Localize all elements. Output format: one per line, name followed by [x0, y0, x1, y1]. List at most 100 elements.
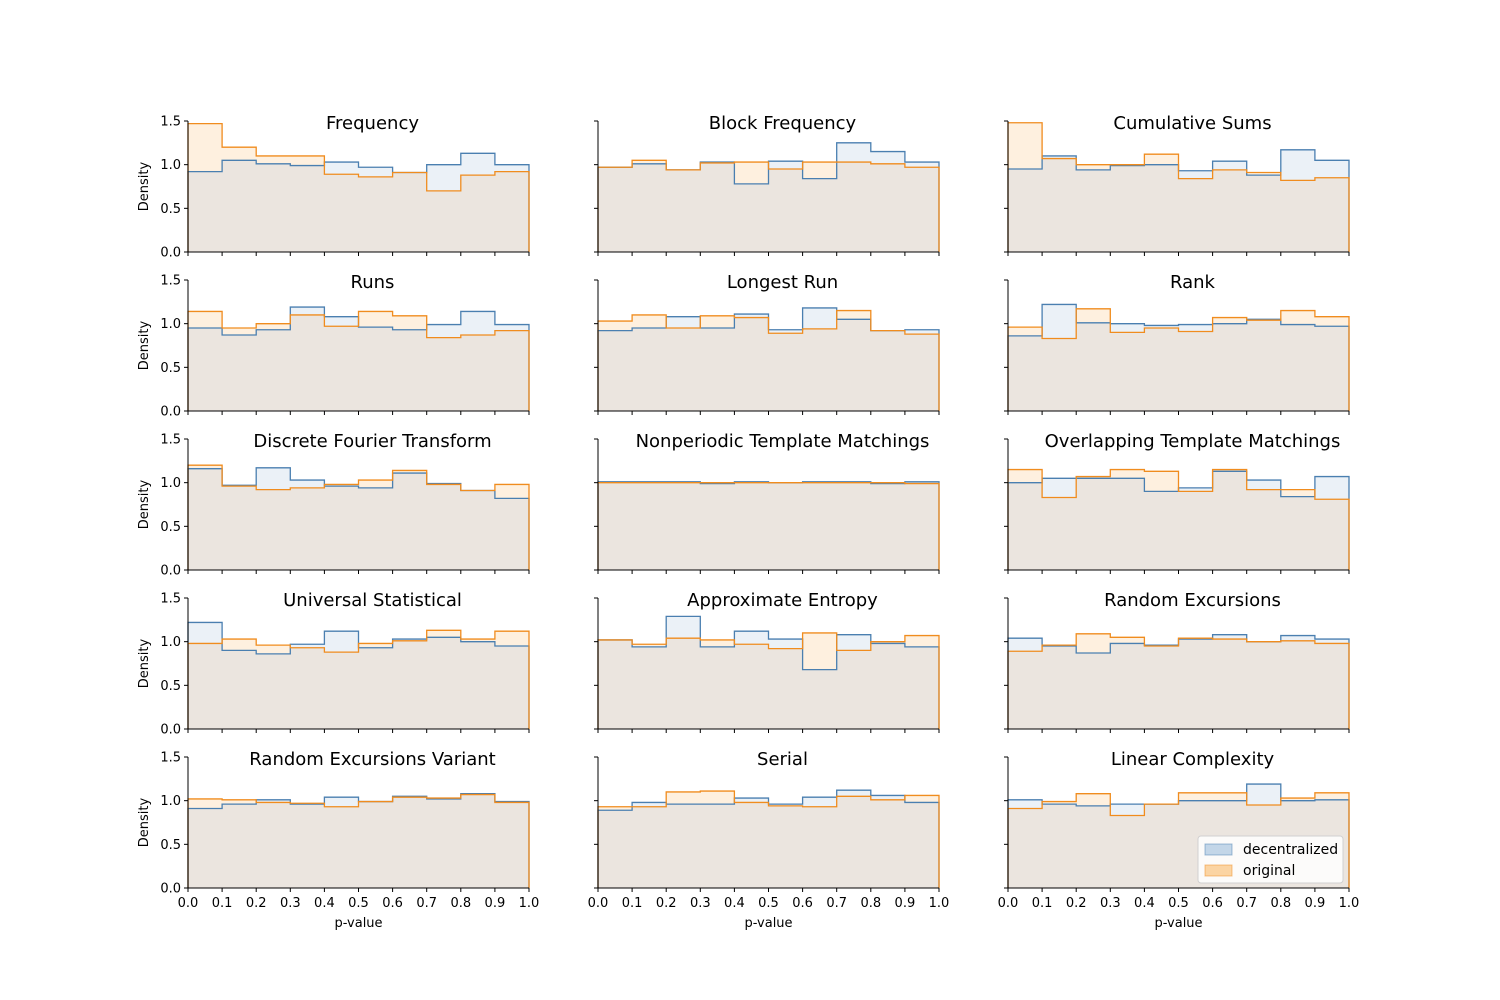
y-tick-label: 0.5: [160, 679, 181, 694]
x-tick-label: 0.2: [246, 896, 267, 911]
y-tick-label: 0.0: [160, 246, 181, 261]
x-axis-label: p-value: [334, 916, 382, 931]
overlap-fill: [598, 638, 939, 729]
panel-title: Block Frequency: [709, 113, 857, 134]
panel-5: Rank: [1004, 272, 1350, 415]
panel-title: Universal Statistical: [283, 590, 462, 611]
overlap-fill: [598, 482, 939, 570]
y-tick-label: 0.5: [160, 202, 181, 217]
original-step: [187, 464, 530, 570]
x-tick-label: 0.4: [724, 896, 745, 911]
y-axis-label: Density: [137, 797, 152, 847]
x-tick-label: 0.6: [1202, 896, 1223, 911]
panel-4: Longest Run: [594, 272, 940, 415]
panel-1: Block Frequency: [594, 113, 940, 256]
decentralized-step: [187, 152, 530, 252]
y-axis-label: Density: [137, 638, 152, 688]
x-tick-label: 0.7: [1236, 896, 1257, 911]
overlap-fill: [1008, 320, 1349, 411]
x-tick-label: 0.5: [758, 896, 779, 911]
panel-title: Runs: [351, 272, 395, 293]
overlap-fill: [188, 637, 529, 729]
x-tick-label: 0.3: [690, 896, 711, 911]
x-tick-label: 0.9: [1305, 896, 1326, 911]
x-tick-label: 0.5: [1168, 896, 1189, 911]
x-tick-label: 0.9: [895, 896, 916, 911]
x-tick-label: 0.8: [450, 896, 471, 911]
overlap-fill: [1008, 471, 1349, 570]
panel-title: Rank: [1170, 272, 1216, 293]
original-step: [597, 482, 940, 570]
decentralized-step: [187, 793, 530, 888]
panel-11: Random Excursions: [1004, 590, 1350, 733]
panel-3: 0.0 0.5 1.0 1.5 Density Runs: [137, 272, 530, 420]
y-tick-label: 0.0: [160, 882, 181, 897]
panel-9: 0.0 0.5 1.0 1.5 Density Universal Statistical: [137, 590, 530, 738]
y-tick-label: 1.0: [160, 317, 181, 332]
legend-swatch-original: [1204, 864, 1233, 877]
x-axis-label: p-value: [1154, 916, 1202, 931]
x-tick-label: 0.5: [348, 896, 369, 911]
panel-title: Serial: [757, 749, 808, 770]
panel-6: 0.0 0.5 1.0 1.5 Density Discrete Fourier Tran…: [137, 431, 530, 579]
original-step: [597, 159, 940, 252]
x-tick-label: 1.0: [1339, 896, 1360, 911]
x-tick-label: 0.3: [1100, 896, 1121, 911]
y-tick-label: 0.5: [160, 520, 181, 535]
x-tick-label: 0.1: [212, 896, 233, 911]
original-step: [1007, 792, 1350, 888]
original-step: [187, 122, 530, 252]
legend-box: [1197, 835, 1344, 884]
y-tick-label: 1.5: [160, 115, 181, 130]
x-tick-label: 0.4: [314, 896, 335, 911]
panel-2: Cumulative Sums: [1004, 113, 1350, 256]
y-tick-label: 1.0: [160, 794, 181, 809]
overlap-fill: [188, 468, 529, 570]
y-tick-label: 1.0: [160, 635, 181, 650]
x-tick-label: 0.6: [382, 896, 403, 911]
x-tick-label: 0.8: [1270, 896, 1291, 911]
x-tick-label: 0.1: [1032, 896, 1053, 911]
y-tick-label: 1.0: [160, 476, 181, 491]
overlap-fill: [598, 796, 939, 888]
y-tick-label: 1.5: [160, 751, 181, 766]
panel-7: Nonperiodic Template Matchings: [594, 431, 940, 574]
original-step: [1007, 308, 1350, 411]
legend-label-original: original: [1243, 863, 1295, 879]
original-step: [1007, 122, 1350, 252]
original-step: [597, 632, 940, 729]
decentralized-step: [187, 621, 530, 729]
x-tick-label: 0.1: [622, 896, 643, 911]
y-tick-label: 1.0: [160, 158, 181, 173]
original-step: [1007, 468, 1350, 570]
panel-10: Approximate Entropy: [594, 590, 940, 733]
legend: decentralized original: [1197, 835, 1344, 884]
original-step: [187, 629, 530, 729]
x-tick-label: 0.0: [998, 896, 1019, 911]
x-tick-label: 1.0: [519, 896, 540, 911]
original-step: [597, 790, 940, 888]
original-step: [597, 309, 940, 411]
x-tick-label: 0.4: [1134, 896, 1155, 911]
panel-13: 0.0 0.1 0.2 0.3 0.4 0.5 0.6 0.7 0.8 0.9 1.0 p-value…: [588, 749, 950, 931]
x-tick-label: 1.0: [929, 896, 950, 911]
decentralized-step: [597, 142, 940, 252]
panel-title: Linear Complexity: [1111, 749, 1275, 770]
x-tick-label: 0.2: [1066, 896, 1087, 911]
panel-0: 0.0 0.5 1.0 1.5 Density Frequency: [137, 113, 530, 261]
y-tick-label: 1.5: [160, 592, 181, 607]
y-axis-label: Density: [137, 479, 152, 529]
panel-title: Discrete Fourier Transform: [253, 431, 491, 452]
legend-swatch-decentralized: [1204, 843, 1233, 856]
overlap-fill: [1008, 639, 1349, 729]
original-step: [187, 793, 530, 888]
decentralized-step: [1007, 470, 1350, 570]
x-tick-label: 0.7: [826, 896, 847, 911]
overlap-fill: [1008, 158, 1349, 252]
y-tick-label: 0.5: [160, 838, 181, 853]
overlap-fill: [598, 317, 939, 411]
x-tick-label: 0.3: [280, 896, 301, 911]
y-tick-label: 0.0: [160, 564, 181, 579]
panel-8: Overlapping Template Matchings: [1004, 431, 1350, 574]
panel-title: Cumulative Sums: [1113, 113, 1271, 134]
